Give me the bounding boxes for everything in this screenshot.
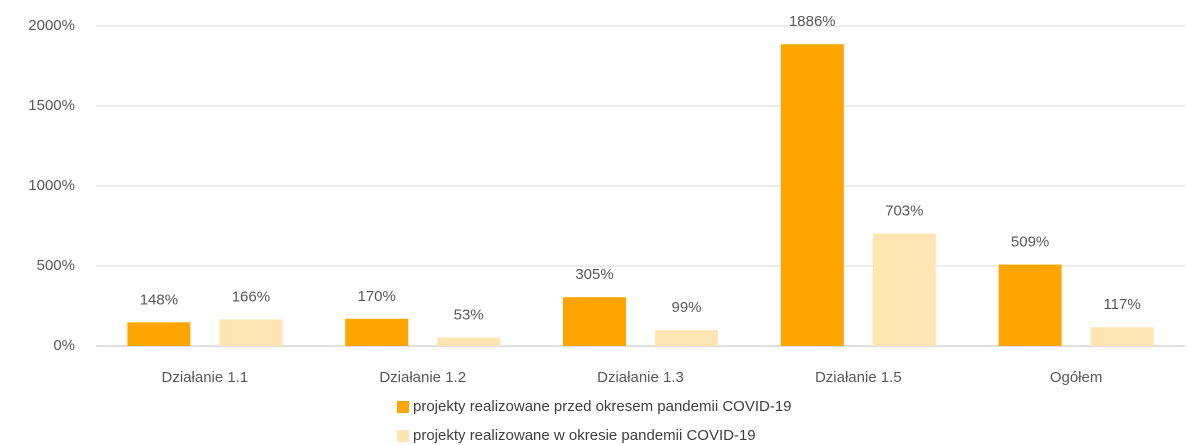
y-tick-label: 2000% — [28, 17, 75, 34]
data-label: 99% — [671, 299, 701, 316]
y-tick-label: 500% — [37, 257, 75, 274]
legend-label: projekty realizowane w okresie pandemii … — [413, 427, 756, 444]
bar — [780, 44, 844, 347]
y-tick-label: 1500% — [28, 97, 75, 114]
y-tick-label: 1000% — [28, 177, 75, 194]
bar — [345, 318, 409, 346]
legend-swatch — [397, 430, 409, 442]
x-tick-label: Ogółem — [1050, 369, 1103, 386]
data-label: 509% — [1011, 234, 1049, 251]
bar — [1090, 327, 1154, 346]
x-tick-label: Działanie 1.2 — [379, 369, 466, 386]
data-label: 117% — [1103, 296, 1140, 313]
bar — [655, 330, 718, 346]
x-tick-label: Działanie 1.1 — [162, 369, 249, 386]
legend-swatch — [397, 401, 409, 413]
data-label: 53% — [454, 306, 484, 323]
x-tick-label: Działanie 1.3 — [597, 369, 684, 386]
legend-label: projekty realizowane przed okresem pande… — [413, 398, 792, 415]
data-label: 305% — [575, 266, 613, 283]
data-label: 703% — [885, 202, 923, 219]
bar — [219, 319, 283, 346]
x-tick-label: Działanie 1.5 — [815, 369, 902, 386]
bar — [998, 264, 1062, 346]
y-tick-label: 0% — [53, 337, 75, 354]
bar — [127, 322, 191, 346]
data-label: 148% — [140, 291, 178, 308]
bar — [872, 233, 936, 346]
bar — [563, 297, 626, 346]
data-label: 1886% — [789, 13, 836, 30]
bar — [437, 337, 501, 346]
data-label: 166% — [232, 288, 270, 305]
data-label: 170% — [358, 288, 396, 305]
